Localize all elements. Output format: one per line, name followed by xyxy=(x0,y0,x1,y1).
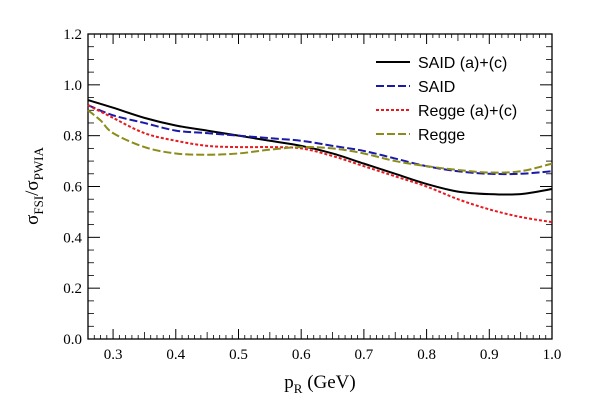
y-tick-label: 0.2 xyxy=(63,281,82,297)
series-line-4 xyxy=(87,109,553,174)
x-tick-label: 0.8 xyxy=(417,347,436,363)
axis-ticks: 0.3 0.4 0.5 0.6 0.7 0.8 0.9 1.0 0.0 0.2 0.4 0.6 0.8 1… xyxy=(63,27,561,363)
series-line-1 xyxy=(87,99,553,196)
series-line-3 xyxy=(87,104,553,224)
y-tick-label: 0.0 xyxy=(63,332,82,348)
legend-label-1: SAID (a)+(c) xyxy=(418,55,507,72)
x-tick-label: 0.9 xyxy=(480,347,499,363)
legend: SAID (a)+(c) SAID Regge (a)+(c) Regge xyxy=(376,55,517,144)
x-tick-label: 0.6 xyxy=(292,347,311,363)
y-tick-label: 0.6 xyxy=(63,180,82,196)
x-tick-label: 0.7 xyxy=(355,347,374,363)
series-group xyxy=(87,99,553,224)
x-tick-label: 0.5 xyxy=(229,347,248,363)
series-line-2 xyxy=(87,104,553,176)
y-tick-label: 0.8 xyxy=(63,129,82,145)
x-tick-label: 1.0 xyxy=(543,347,562,363)
y-tick-label: 1.2 xyxy=(63,27,82,43)
y-axis-title: σFSI/σPWIA xyxy=(22,146,46,224)
x-axis-title: pR (GeV) xyxy=(284,372,355,396)
legend-label-4: Regge xyxy=(418,127,465,144)
x-tick-label: 0.3 xyxy=(104,347,123,363)
y-tick-label: 0.4 xyxy=(63,230,82,246)
legend-label-2: SAID xyxy=(418,79,455,96)
x-tick-label: 0.4 xyxy=(166,347,185,363)
plot-frame xyxy=(87,33,553,340)
legend-label-3: Regge (a)+(c) xyxy=(418,103,517,120)
y-tick-label: 1.0 xyxy=(63,78,82,94)
